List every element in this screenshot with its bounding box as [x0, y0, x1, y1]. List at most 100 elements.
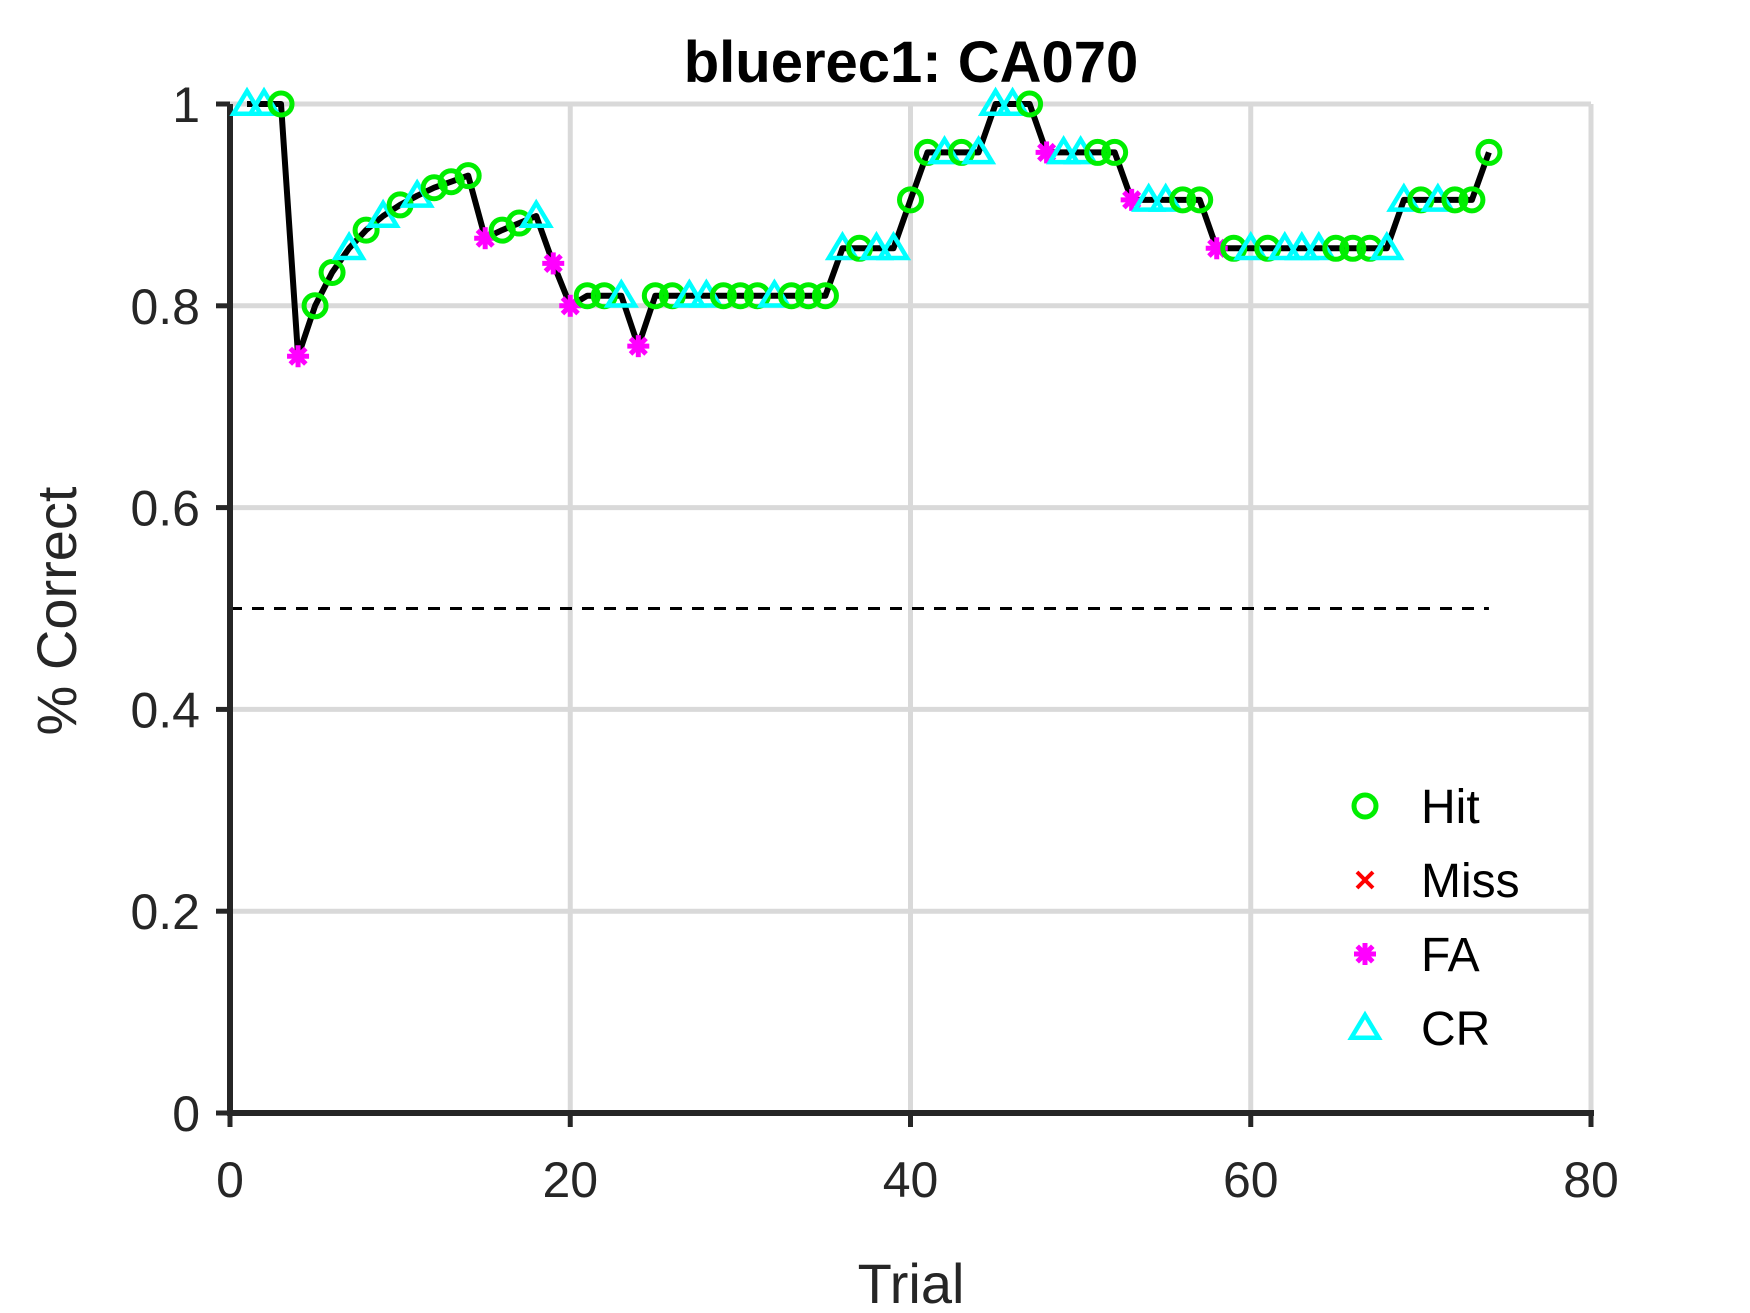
x-tick-label: 60 — [1223, 1152, 1279, 1208]
hit-marker-circle — [1169, 186, 1197, 214]
legend-label: CR — [1421, 1003, 1490, 1056]
hit-marker-circle — [573, 282, 601, 310]
point-cr — [331, 230, 367, 261]
cr-marker-triangle — [1267, 230, 1303, 261]
miss-marker-stroke — [1355, 870, 1375, 890]
fa-marker-stroke — [543, 253, 563, 273]
hit-marker-circle — [777, 282, 805, 310]
x-tick-label: 40 — [883, 1152, 939, 1208]
point-hit — [777, 282, 805, 310]
point-cr — [875, 230, 912, 261]
cr-marker-triangle — [858, 230, 895, 261]
hit-marker-circle — [1351, 792, 1379, 820]
hit-marker-circle — [709, 282, 737, 310]
y-tick-label: 0.4 — [130, 682, 200, 738]
point-hit — [1016, 90, 1044, 118]
fa-marker-stroke — [1037, 142, 1057, 162]
point-cr — [671, 278, 707, 308]
cr-marker-triangle — [977, 86, 1014, 116]
point-hit — [454, 162, 482, 190]
point-hit — [1475, 138, 1503, 166]
cr-marker-triangle — [331, 230, 367, 261]
hit-marker-circle — [726, 282, 754, 310]
hit-marker-circle — [811, 282, 839, 310]
point-hit — [1101, 138, 1129, 166]
cr-marker-triangle — [1284, 230, 1320, 261]
y-tick-label: 0 — [172, 1086, 200, 1142]
point-hit — [811, 282, 839, 310]
point-hit — [709, 282, 737, 310]
point-hit — [352, 216, 380, 244]
x-tick-label: 0 — [216, 1152, 244, 1208]
point-hit — [1458, 186, 1486, 214]
point-hit — [301, 292, 329, 320]
fa-marker-stroke — [288, 346, 308, 366]
point-hit — [1169, 186, 1197, 214]
cr-marker-triangle — [365, 198, 401, 228]
point-hit — [505, 209, 533, 237]
hit-marker-circle — [267, 90, 295, 118]
performance-line-path — [247, 101, 1492, 360]
x-tick-label: 20 — [542, 1152, 598, 1208]
point-hit — [641, 282, 669, 310]
cr-marker-triangle — [1347, 1010, 1383, 1040]
hit-marker-circle — [454, 162, 482, 190]
axes — [216, 101, 1594, 1127]
point-hit — [897, 186, 924, 214]
performance-line — [247, 101, 1492, 360]
legend-marker-cr — [1347, 1010, 1383, 1040]
point-hit — [726, 282, 754, 310]
chart-title: bluerec1: CA070 — [684, 30, 1139, 95]
fa-marker-stroke — [628, 336, 648, 356]
point-fa — [627, 335, 650, 358]
cr-marker-triangle — [671, 278, 707, 308]
cr-marker-triangle — [518, 198, 554, 228]
trial-markers — [229, 86, 1503, 368]
hit-marker-circle — [1458, 186, 1486, 214]
point-cr — [977, 86, 1014, 116]
point-cr — [1131, 182, 1167, 212]
point-cr — [960, 135, 997, 165]
cr-marker-triangle — [1131, 182, 1167, 212]
hit-marker-circle — [1322, 234, 1350, 262]
y-tick-label: 0.6 — [130, 481, 200, 537]
point-cr — [1284, 230, 1320, 261]
hit-marker-circle — [1186, 186, 1214, 214]
point-cr — [858, 230, 895, 261]
fa-marker-stroke — [1122, 190, 1142, 210]
hit-marker-circle — [1441, 186, 1469, 214]
legend-label: FA — [1421, 929, 1480, 982]
legend-marker-hit — [1351, 792, 1379, 820]
hit-marker-circle — [1475, 138, 1503, 166]
cr-marker-triangle — [960, 135, 997, 165]
legend-label: Miss — [1421, 855, 1520, 908]
point-hit — [267, 90, 295, 118]
hit-marker-circle — [301, 292, 329, 320]
point-cr — [518, 198, 554, 228]
legend-item-hit: Hit — [1351, 781, 1480, 834]
hit-marker-circle — [1339, 234, 1367, 262]
hit-marker-circle — [505, 209, 533, 237]
point-hit — [1186, 186, 1214, 214]
point-fa — [542, 252, 565, 275]
hit-marker-circle — [794, 282, 822, 310]
hit-marker-circle — [352, 216, 380, 244]
point-cr — [1267, 230, 1303, 261]
cr-marker-triangle — [875, 230, 912, 261]
point-fa — [287, 345, 310, 368]
hit-marker-circle — [1101, 138, 1129, 166]
cr-marker-triangle — [1369, 230, 1405, 261]
cr-marker-triangle — [1045, 135, 1082, 165]
y-tick-label: 0.2 — [130, 884, 200, 940]
legend-marker-miss — [1355, 870, 1375, 890]
cr-marker-triangle — [229, 86, 265, 116]
legend-label: Hit — [1421, 781, 1480, 834]
point-cr — [229, 86, 265, 116]
point-cr — [603, 278, 639, 308]
point-hit — [1322, 234, 1350, 262]
point-hit — [318, 259, 346, 287]
y-tick-label: 1 — [172, 77, 200, 133]
legend-item-cr: CR — [1347, 1003, 1490, 1056]
legend-item-fa: FA — [1354, 929, 1480, 982]
